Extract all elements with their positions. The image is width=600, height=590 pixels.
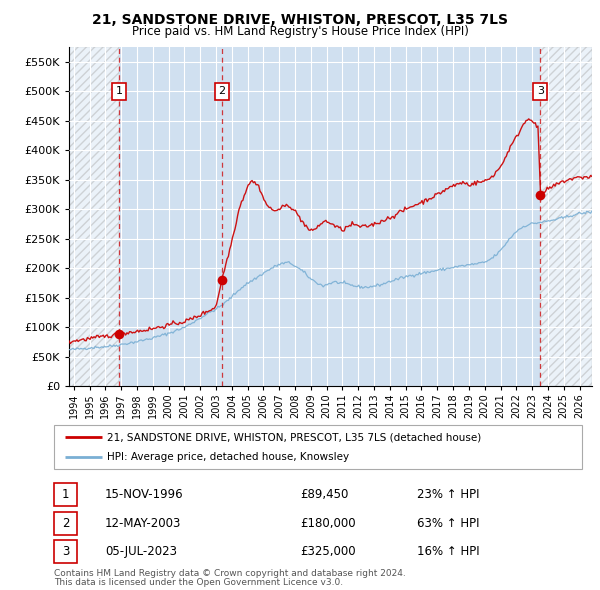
Text: 21, SANDSTONE DRIVE, WHISTON, PRESCOT, L35 7LS: 21, SANDSTONE DRIVE, WHISTON, PRESCOT, L… (92, 13, 508, 27)
Text: 2: 2 (218, 87, 225, 96)
Text: This data is licensed under the Open Government Licence v3.0.: This data is licensed under the Open Gov… (54, 578, 343, 588)
Text: 21, SANDSTONE DRIVE, WHISTON, PRESCOT, L35 7LS (detached house): 21, SANDSTONE DRIVE, WHISTON, PRESCOT, L… (107, 432, 481, 442)
Text: 1: 1 (116, 87, 123, 96)
Text: 3: 3 (62, 545, 69, 558)
Text: 16% ↑ HPI: 16% ↑ HPI (417, 545, 479, 558)
Text: £89,450: £89,450 (300, 488, 349, 501)
Text: 2: 2 (62, 517, 69, 530)
Text: 12-MAY-2003: 12-MAY-2003 (105, 517, 181, 530)
Text: 63% ↑ HPI: 63% ↑ HPI (417, 517, 479, 530)
Text: 15-NOV-1996: 15-NOV-1996 (105, 488, 184, 501)
Text: 3: 3 (536, 87, 544, 96)
Bar (221, 47, 540, 386)
Text: £180,000: £180,000 (300, 517, 356, 530)
Text: 23% ↑ HPI: 23% ↑ HPI (417, 488, 479, 501)
Text: £325,000: £325,000 (300, 545, 356, 558)
Text: HPI: Average price, detached house, Knowsley: HPI: Average price, detached house, Know… (107, 452, 349, 461)
Text: Contains HM Land Registry data © Crown copyright and database right 2024.: Contains HM Land Registry data © Crown c… (54, 569, 406, 578)
Bar (540, 47, 592, 386)
Text: 05-JUL-2023: 05-JUL-2023 (105, 545, 177, 558)
Bar (69, 47, 119, 386)
Text: 1: 1 (62, 488, 69, 501)
Text: Price paid vs. HM Land Registry's House Price Index (HPI): Price paid vs. HM Land Registry's House … (131, 25, 469, 38)
Bar (119, 47, 221, 386)
